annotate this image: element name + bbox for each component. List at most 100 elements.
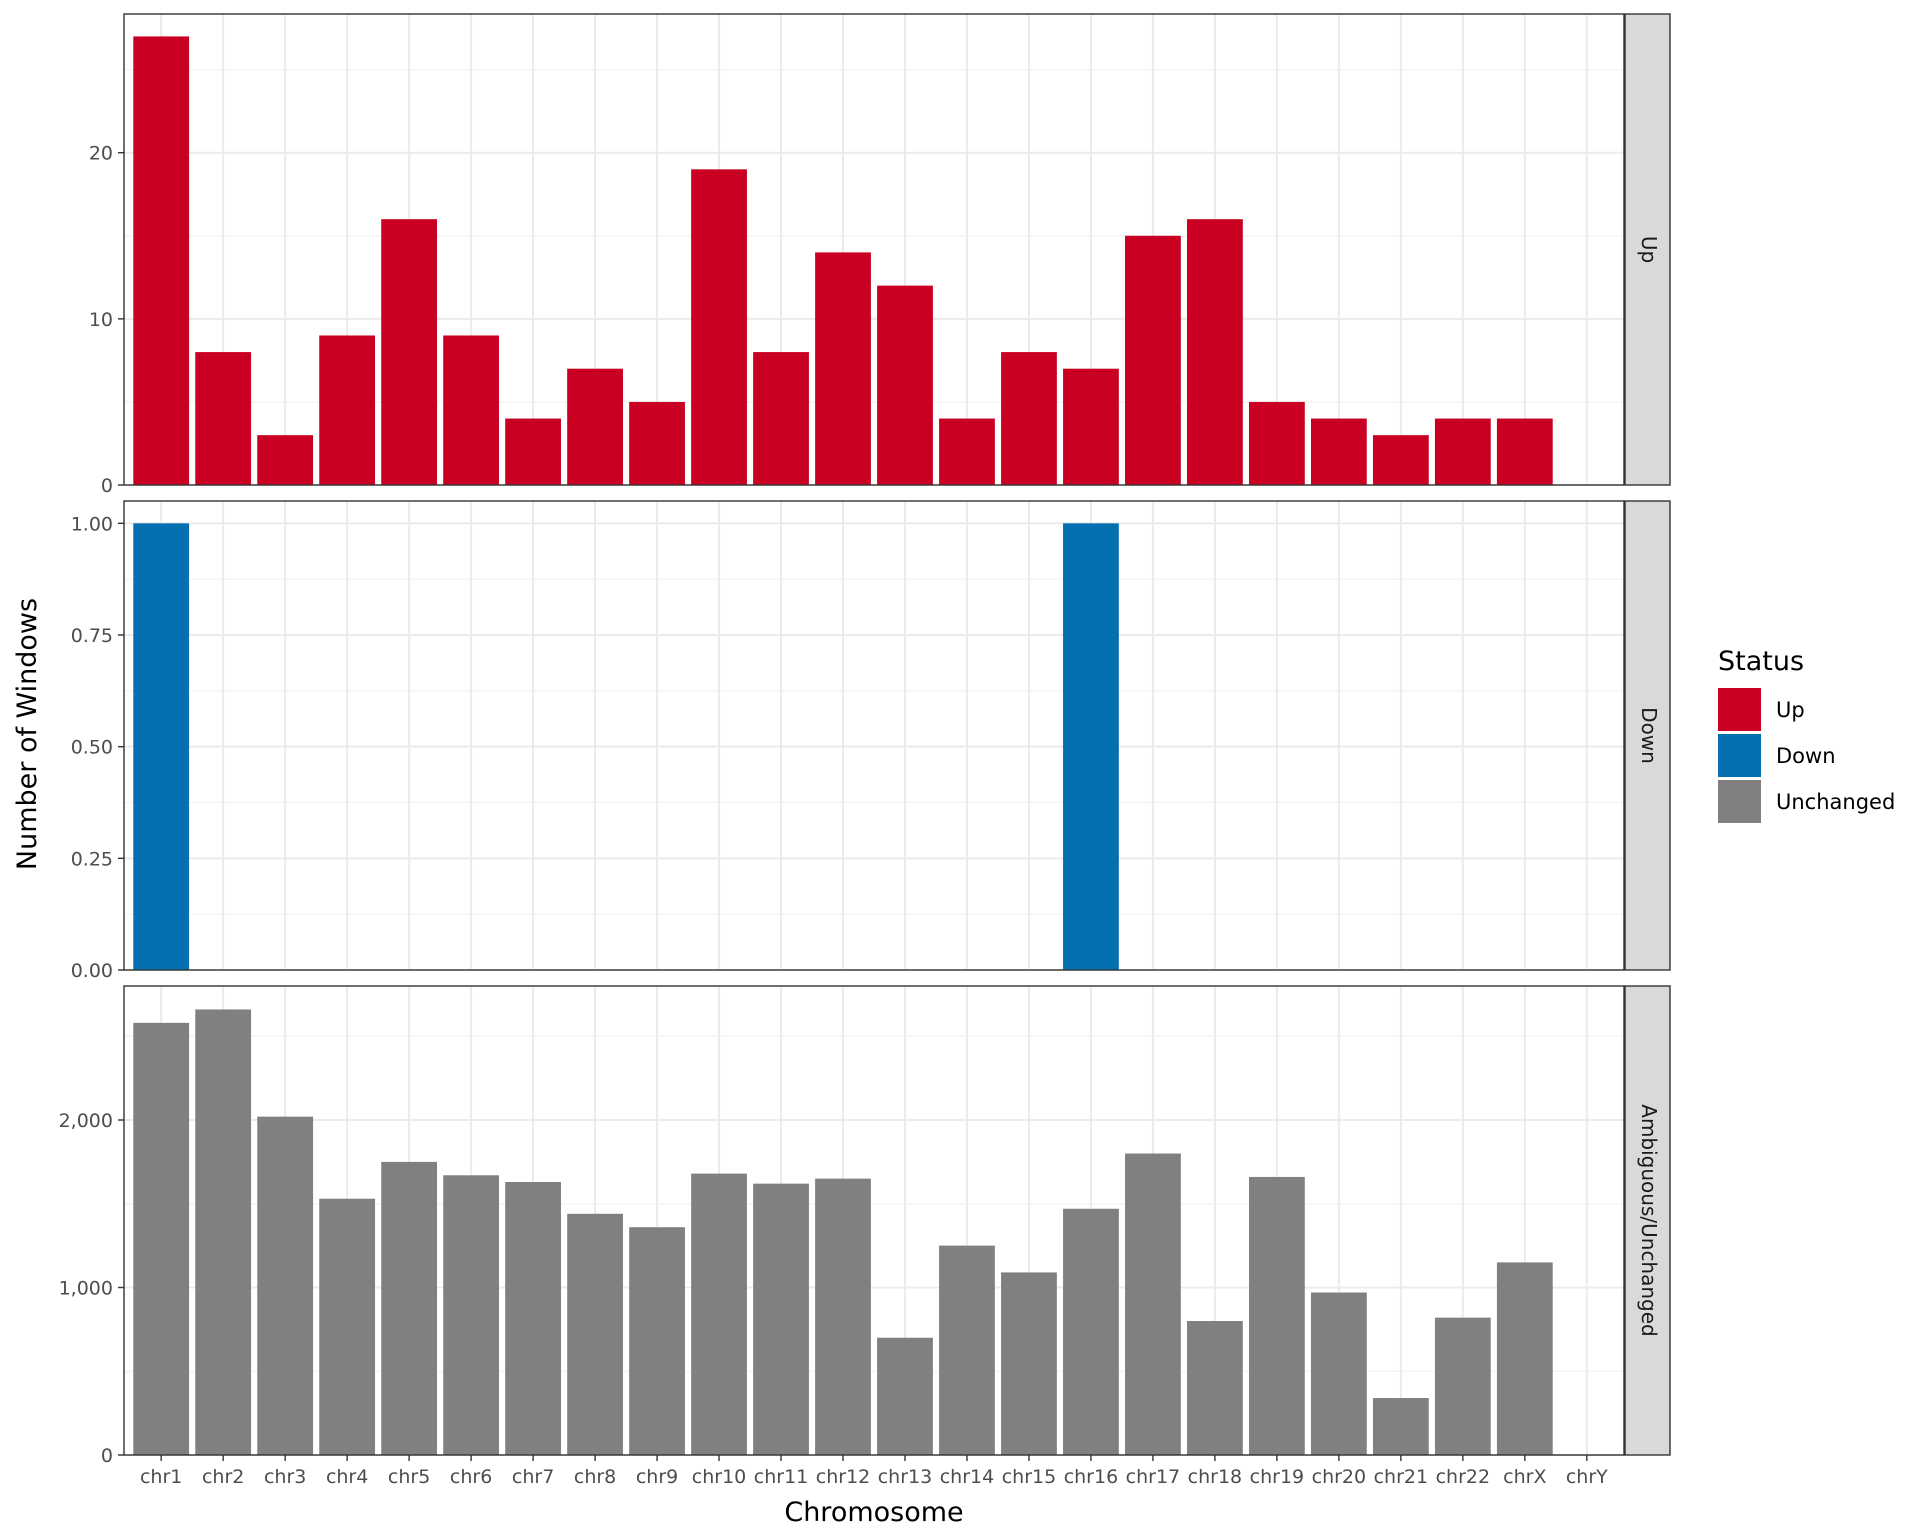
bar-up-chr3 [257, 435, 314, 485]
x-tick-label: chr14 [940, 1466, 994, 1488]
bar-up-chr18 [1187, 219, 1243, 485]
x-tick-label: chr2 [202, 1466, 244, 1488]
bar-up-chr5 [381, 219, 438, 485]
x-tick-label: chr19 [1250, 1466, 1304, 1488]
bar-down-chr1 [133, 523, 190, 970]
bar-up-chr20 [1310, 418, 1367, 485]
bar-down-chr16 [1063, 523, 1119, 970]
y-tick-label: 1.00 [71, 513, 113, 535]
bar-unchanged-chr3 [257, 1116, 314, 1455]
y-tick-label: 0.75 [71, 625, 113, 647]
x-tick-label: chr1 [140, 1466, 182, 1488]
y-tick-label: 0 [101, 475, 113, 497]
y-tick-label: 0 [101, 1445, 113, 1467]
panel-border [123, 500, 1625, 971]
x-tick-label: chrX [1503, 1466, 1546, 1488]
bar-unchanged-chr14 [939, 1245, 995, 1455]
panel-border [123, 985, 1625, 1456]
x-tick-label: chr21 [1374, 1466, 1428, 1488]
facet-strip-label: Ambiguous/Unchanged [1637, 1104, 1661, 1336]
bar-unchanged-chr20 [1310, 1292, 1367, 1455]
panel-background [124, 501, 1624, 970]
bar-unchanged-chr11 [753, 1183, 809, 1455]
facet-panels: 0 10 20 Up 0.00 0.25 0.50 0.75 1.00 Down 0 1,000 2,0… [59, 13, 1671, 1467]
facet-strip-label: Down [1637, 707, 1661, 764]
x-tick-label: chr16 [1064, 1466, 1118, 1488]
facet-panel: 0.00 0.25 0.50 0.75 1.00 Down [71, 500, 1671, 982]
bar-up-chr21 [1372, 435, 1429, 485]
x-tick-label: chr5 [388, 1466, 430, 1488]
legend-label: Up [1776, 698, 1805, 722]
y-axis-title: Number of Windows [12, 598, 43, 870]
x-tick-label: chr15 [1002, 1466, 1056, 1488]
bar-up-chr16 [1063, 368, 1119, 485]
legend-swatch-unchanged [1718, 780, 1761, 823]
bar-unchanged-chr16 [1063, 1208, 1119, 1455]
bar-up-chr14 [939, 418, 995, 485]
legend-swatch-down [1718, 734, 1761, 777]
x-axis-title: Chromosome [784, 1497, 963, 1528]
facet-panel: 0 10 20 Up [89, 13, 1671, 497]
x-tick-label: chr17 [1126, 1466, 1180, 1488]
bar-up-chr2 [195, 352, 252, 485]
bar-unchanged-chr9 [629, 1227, 685, 1455]
bar-unchanged-chr22 [1434, 1317, 1491, 1455]
bar-unchanged-chr17 [1125, 1153, 1181, 1455]
y-tick-label: 10 [89, 309, 113, 331]
facet-strip [1624, 13, 1671, 486]
bar-unchanged-chr1 [133, 1022, 190, 1455]
panel-border [123, 13, 1625, 486]
bar-unchanged-chr12 [815, 1178, 871, 1455]
x-tick-label: chr11 [754, 1466, 808, 1488]
bar-unchanged-chr10 [691, 1173, 747, 1455]
bar-unchanged-chr2 [195, 1009, 252, 1455]
y-tick-label: 20 [89, 143, 113, 165]
legend-title: Status [1718, 646, 1804, 677]
bar-up-chr6 [443, 335, 499, 485]
bar-up-chr4 [319, 335, 376, 485]
bar-up-chr1 [133, 36, 190, 486]
y-tick-label: 1,000 [59, 1278, 113, 1300]
bar-unchanged-chrX [1496, 1262, 1553, 1455]
x-tick-label: chr7 [512, 1466, 554, 1488]
bar-unchanged-chr18 [1187, 1321, 1243, 1455]
bar-unchanged-chr5 [381, 1161, 438, 1455]
y-tick-label: 0.50 [71, 737, 113, 759]
facet-strip [1624, 500, 1671, 971]
bar-unchanged-chr19 [1249, 1176, 1305, 1455]
x-tick-label: chr22 [1436, 1466, 1490, 1488]
facet-strip-label: Up [1637, 236, 1661, 263]
bar-unchanged-chr8 [567, 1213, 623, 1455]
bar-up-chr11 [753, 352, 809, 485]
x-tick-label: chr3 [264, 1466, 306, 1488]
x-axis: chr1 chr2 chr3 chr4 chr5 chr6 chr7 chr8 chr9 chr1… [140, 1455, 1608, 1488]
bar-unchanged-chr13 [877, 1337, 933, 1455]
x-tick-label: chr10 [692, 1466, 746, 1488]
bar-unchanged-chr6 [443, 1175, 499, 1455]
bar-up-chr9 [629, 401, 685, 485]
y-tick-label: 0.00 [71, 960, 113, 982]
bar-up-chr12 [815, 252, 871, 485]
bar-up-chr19 [1249, 401, 1305, 485]
x-tick-label: chr8 [574, 1466, 616, 1488]
bar-up-chr13 [877, 285, 933, 485]
x-tick-label: chr20 [1312, 1466, 1366, 1488]
bar-up-chrX [1496, 418, 1553, 485]
legend-label: Down [1776, 744, 1836, 768]
bar-up-chr8 [567, 368, 623, 485]
bar-unchanged-chr7 [505, 1181, 561, 1455]
bar-up-chr15 [1001, 352, 1057, 485]
x-tick-label: chr13 [878, 1466, 932, 1488]
y-tick-label: 0.25 [71, 848, 113, 870]
bar-up-chr22 [1434, 418, 1491, 485]
bar-unchanged-chr15 [1001, 1272, 1057, 1455]
x-tick-label: chr6 [450, 1466, 492, 1488]
bar-up-chr7 [505, 418, 561, 485]
bar-up-chr17 [1125, 235, 1181, 485]
bar-unchanged-chr21 [1372, 1398, 1429, 1455]
x-tick-label: chr4 [326, 1466, 368, 1488]
facet-strip [1624, 985, 1671, 1456]
legend-label: Unchanged [1776, 790, 1895, 814]
y-tick-label: 2,000 [59, 1110, 113, 1132]
